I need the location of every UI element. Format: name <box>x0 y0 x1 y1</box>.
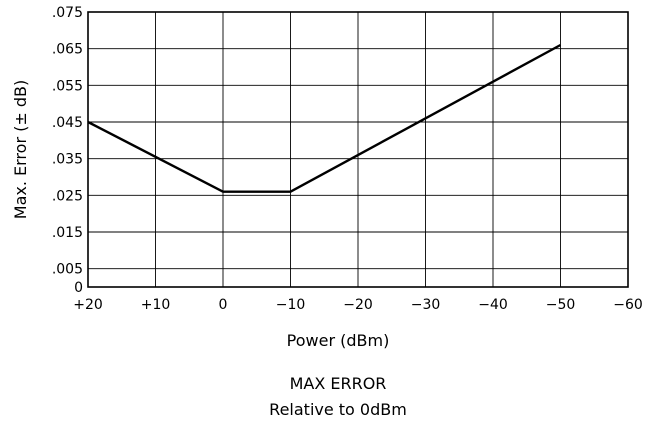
y-tick-label: 0 <box>74 280 83 296</box>
max-error-series-line <box>87 43 562 193</box>
y-tick-label: .025 <box>52 188 83 204</box>
y-tick-label: .035 <box>52 152 83 168</box>
x-tick-label: −40 <box>478 297 508 313</box>
y-tick-label: .005 <box>52 262 83 278</box>
series-layer <box>87 43 562 193</box>
y-tick-label: .055 <box>52 78 83 94</box>
x-tick-label: +10 <box>141 297 171 313</box>
caption-line-2: Relative to 0dBm <box>269 400 407 419</box>
y-tick-labels: 0 .005 .015 .025 .035 .045 .055 .065 .075 <box>52 5 83 296</box>
x-tick-label: −10 <box>276 297 306 313</box>
caption-line-1: MAX ERROR <box>290 374 387 393</box>
x-tick-label: 0 <box>219 297 228 313</box>
y-tick-label: .015 <box>52 225 83 241</box>
x-tick-label: −30 <box>411 297 441 313</box>
x-tick-label: −60 <box>613 297 643 313</box>
x-tick-label: +20 <box>73 297 103 313</box>
y-axis-title: Max. Error (± dB) <box>11 80 30 219</box>
plot-frame <box>87 11 629 288</box>
y-tick-label: .065 <box>52 42 83 58</box>
y-tick-label: .045 <box>52 115 83 131</box>
x-tick-labels: +20 +10 0 −10 −20 −30 −40 −50 −60 <box>73 297 643 313</box>
x-tick-label: −50 <box>546 297 576 313</box>
x-tick-label: −20 <box>343 297 373 313</box>
x-axis-title: Power (dBm) <box>287 331 390 350</box>
y-tick-label: .075 <box>52 5 83 21</box>
